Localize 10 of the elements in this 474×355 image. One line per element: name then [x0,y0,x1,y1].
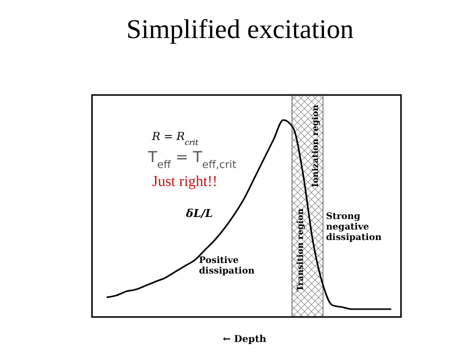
annotation: Positive dissipation [199,256,255,276]
annotation: Strong negative dissipation [326,212,382,243]
annotation: T$_{eff}$ = T$_{eff,crit}$ [147,148,236,171]
annotation: Transition region [296,208,306,292]
x-axis-title: ← Depth [222,334,266,345]
chart-title: Simplified excitation [126,14,354,44]
annotation: R = R$_{crit}$ [151,130,200,146]
annotation: Just right!! [152,174,218,190]
annotation: δL/L [185,207,214,220]
annotation: Ionization region [311,104,321,188]
